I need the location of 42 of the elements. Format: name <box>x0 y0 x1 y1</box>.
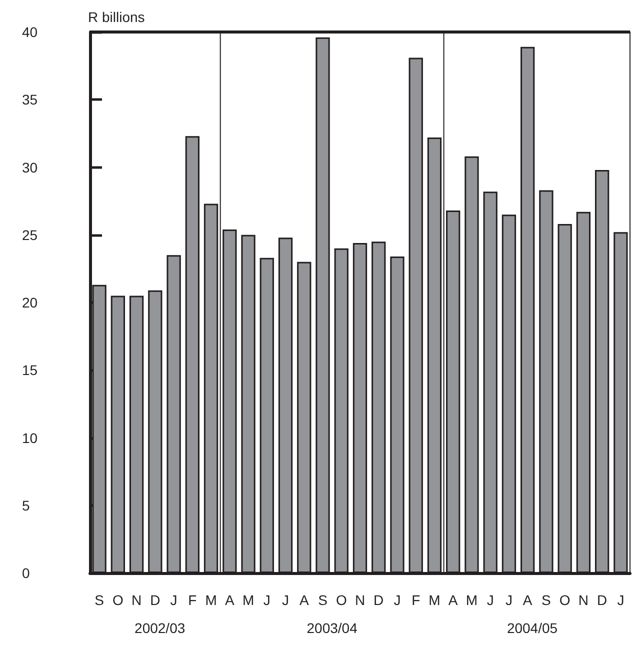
x-tick-label: O <box>112 592 124 608</box>
x-tick-label: M <box>242 592 254 608</box>
y-axis-title: R billions <box>88 9 145 25</box>
x-tick-label: A <box>522 592 533 608</box>
x-tick-label: M <box>205 592 217 608</box>
x-tick-label: N <box>131 592 142 608</box>
x-tick-label: J <box>263 592 270 608</box>
x-tick-label: M <box>428 592 440 608</box>
y-tick-label: 25 <box>22 226 38 243</box>
x-tick-label: N <box>354 592 366 608</box>
y-tick-label: 30 <box>22 159 38 176</box>
x-tick-label: O <box>559 592 570 608</box>
text: 2002/03 <box>134 620 186 636</box>
x-tick-label: A <box>448 592 458 608</box>
x-tick-label: D <box>374 592 384 608</box>
x-tick-label: F <box>188 592 197 608</box>
x-tick-label: J <box>486 592 494 608</box>
y-tick-label: 40 <box>22 24 38 40</box>
x-tick-label: S <box>318 592 328 608</box>
x-tick-label: M <box>466 592 478 608</box>
x-tick-label: N <box>578 592 589 608</box>
x-tick-label: D <box>597 592 608 608</box>
x-tick-label: J <box>282 592 290 608</box>
y-tick-label: 5 <box>22 497 30 514</box>
x-tick-label: J <box>394 592 401 608</box>
y-tick-label: 35 <box>22 92 38 108</box>
x-tick-label: O <box>336 592 347 608</box>
text: 2004/05 <box>506 620 558 636</box>
x-tick-label: F <box>412 592 420 608</box>
x-tick-label: S <box>94 592 104 608</box>
y-tick-label: 20 <box>22 294 38 310</box>
y-tick-label: 15 <box>22 362 38 378</box>
text: 2003/04 <box>306 620 358 636</box>
x-tick-label: J <box>617 592 624 608</box>
x-tick-label: D <box>150 592 160 608</box>
y-tick-label: 0 <box>22 565 30 581</box>
x-tick-label: J <box>170 592 178 608</box>
x-tick-label: A <box>224 592 235 608</box>
x-tick-label: J <box>505 592 512 608</box>
x-tick-label: S <box>542 592 551 608</box>
y-tick-label: 10 <box>22 430 38 446</box>
x-tick-label: A <box>299 592 310 608</box>
